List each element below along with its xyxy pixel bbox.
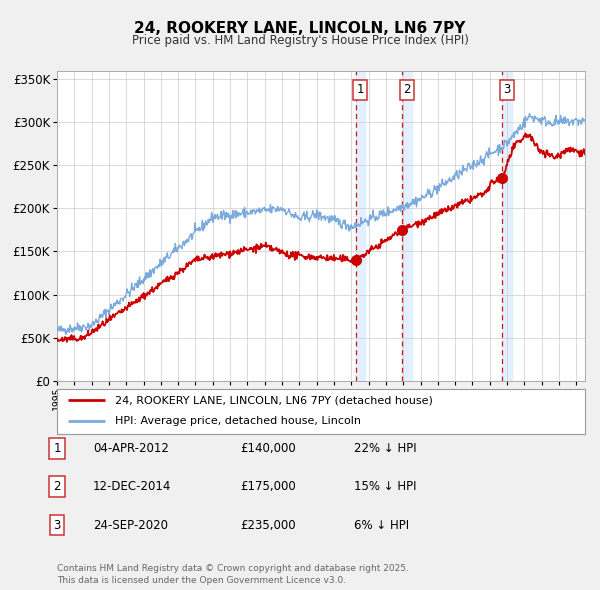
Text: 12-DEC-2014: 12-DEC-2014 xyxy=(93,480,172,493)
Bar xyxy=(403,71,412,381)
Text: 24-SEP-2020: 24-SEP-2020 xyxy=(93,519,168,532)
Text: £235,000: £235,000 xyxy=(240,519,296,532)
Text: 2: 2 xyxy=(403,83,411,96)
Text: 3: 3 xyxy=(503,83,511,96)
Text: 22% ↓ HPI: 22% ↓ HPI xyxy=(354,442,416,455)
Text: Price paid vs. HM Land Registry's House Price Index (HPI): Price paid vs. HM Land Registry's House … xyxy=(131,34,469,47)
Text: 2: 2 xyxy=(53,480,61,493)
Bar xyxy=(502,71,512,381)
Text: HPI: Average price, detached house, Lincoln: HPI: Average price, detached house, Linc… xyxy=(115,417,361,426)
Text: Contains HM Land Registry data © Crown copyright and database right 2025.
This d: Contains HM Land Registry data © Crown c… xyxy=(57,565,409,585)
Bar xyxy=(356,71,365,381)
Text: 24, ROOKERY LANE, LINCOLN, LN6 7PY (detached house): 24, ROOKERY LANE, LINCOLN, LN6 7PY (deta… xyxy=(115,395,433,405)
Text: 1: 1 xyxy=(356,83,364,96)
Text: 1: 1 xyxy=(53,442,61,455)
Text: £140,000: £140,000 xyxy=(240,442,296,455)
Text: 04-APR-2012: 04-APR-2012 xyxy=(93,442,169,455)
Text: 15% ↓ HPI: 15% ↓ HPI xyxy=(354,480,416,493)
Text: 3: 3 xyxy=(53,519,61,532)
Text: 24, ROOKERY LANE, LINCOLN, LN6 7PY: 24, ROOKERY LANE, LINCOLN, LN6 7PY xyxy=(134,21,466,35)
Text: 6% ↓ HPI: 6% ↓ HPI xyxy=(354,519,409,532)
Text: £175,000: £175,000 xyxy=(240,480,296,493)
